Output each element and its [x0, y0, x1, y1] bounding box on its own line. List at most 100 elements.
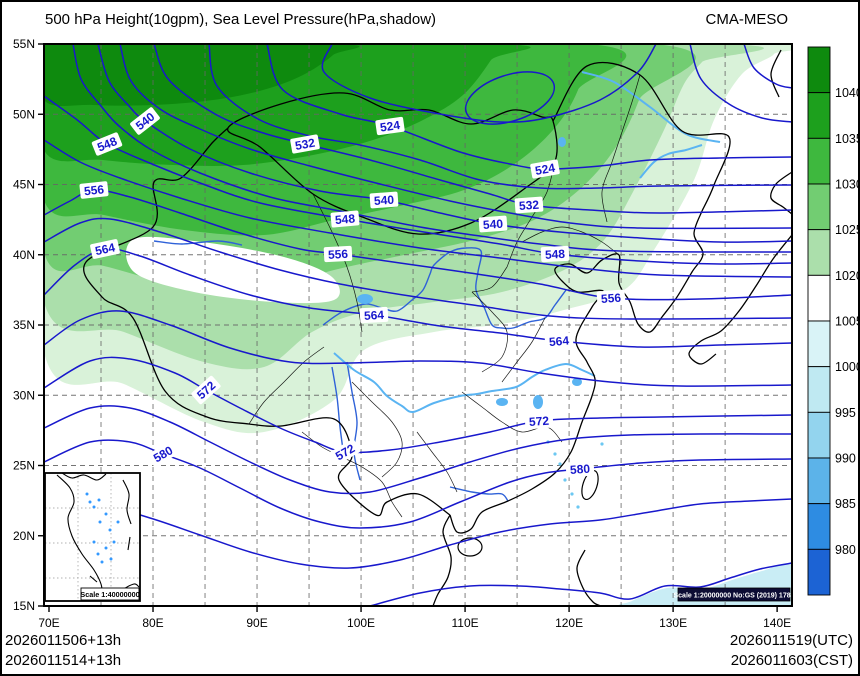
contour-label-box	[147, 441, 179, 467]
lake	[558, 137, 566, 147]
valid-time-cst: 2026011603(CST)	[730, 652, 853, 669]
inset-island-dot	[109, 557, 113, 561]
contour-label-text: 564	[364, 308, 385, 323]
sea-speckle	[553, 452, 557, 456]
valid-time-utc: 2026011519(UTC)	[729, 632, 853, 649]
contour-label-box	[330, 210, 360, 228]
contour-label: 564	[359, 306, 389, 324]
closed-low-contour	[464, 71, 556, 125]
contour-label: 548	[91, 132, 123, 156]
sea-speckle	[558, 462, 562, 466]
init-times: 2026011506+13h 2026011514+13h	[5, 631, 121, 671]
contour-label: 540	[478, 215, 508, 233]
sea-speckle	[563, 478, 567, 482]
lon-tick-label: 130E	[659, 616, 687, 630]
contour-label-box	[544, 332, 574, 350]
lake	[357, 294, 373, 304]
river	[346, 361, 361, 481]
height-contour-536	[119, 44, 792, 230]
height-contour-520	[321, 44, 657, 123]
axes: 70E 80E 90E 100E 110E 120E 130E 140E 55N 50N 45N 40…	[13, 37, 791, 630]
chart-title: 500 hPa Height(10gpm), Sea Level Pressur…	[45, 11, 437, 28]
height-contour-516	[743, 44, 792, 89]
contour-label: 556	[596, 289, 626, 307]
inset-coastline	[61, 473, 107, 481]
inset-scale-box	[80, 587, 140, 601]
contour-label-box	[323, 245, 353, 263]
map-body: 5245245325325405405405485485485565565565…	[44, 44, 792, 606]
colorbar-tick-label: 1025	[835, 223, 860, 237]
contour-label: 532	[290, 134, 320, 154]
height-contour-568	[44, 310, 792, 387]
coast-border-line	[83, 127, 451, 517]
inset-island-dot	[88, 500, 92, 504]
lat-tick-label: 40N	[13, 248, 35, 262]
contour-label-box	[596, 289, 626, 307]
height-contour-576	[44, 405, 792, 495]
river	[153, 240, 243, 246]
colorbar-segment	[807, 137, 831, 185]
colorbar-segment	[807, 320, 831, 368]
height-contour-528	[208, 44, 792, 190]
river	[331, 366, 345, 458]
contour-label: 580	[565, 460, 595, 478]
height-contour-540	[97, 44, 792, 243]
contour-label-text: 548	[334, 211, 355, 227]
lat-tick-label: 20N	[13, 529, 35, 543]
coast-border-line	[770, 171, 792, 215]
map-scale-text: Scale 1:20000000 No:GS (2019) 1786	[673, 593, 794, 600]
coast-border-line	[688, 234, 792, 365]
contour-label-box	[565, 460, 595, 478]
contour-labels: 5245245325325405405405485485485565565565…	[79, 107, 626, 478]
contour-label-text: 532	[294, 136, 316, 153]
contour-label: 556	[323, 245, 353, 263]
colorbar-segment	[807, 548, 831, 596]
contour-label: 572	[524, 412, 554, 430]
province-border-line	[301, 431, 403, 518]
colorbar-tick-label: 1035	[835, 132, 860, 146]
colorbar-tick-label: 1000	[835, 360, 860, 374]
colorbar-segment	[807, 457, 831, 505]
inset-island-dot	[104, 546, 108, 550]
valid-times: 2026011519(UTC) 2026011603(CST)	[730, 631, 853, 671]
lon-tick-label: 110E	[451, 616, 478, 630]
colorbar: 1040 1035 1030 1025 1020 1005 1000 995 990 985 980	[807, 46, 860, 596]
lon-tick-label: 80E	[142, 616, 163, 630]
lake	[572, 378, 582, 386]
colorbar-segment	[807, 366, 831, 413]
colorbar-tick-label: 990	[835, 452, 856, 466]
colorbar-tick-label: 1005	[835, 315, 860, 329]
province-border-line	[471, 291, 508, 373]
colorbar-tick-label: 1030	[835, 178, 860, 192]
river	[581, 71, 721, 143]
lat-tick-label: 25N	[13, 459, 35, 473]
contour-label: 524	[530, 159, 560, 179]
coast-border-line	[770, 49, 782, 98]
sea-speckle	[576, 505, 580, 509]
contour-label: 524	[375, 116, 405, 136]
colorbar-segment	[807, 274, 831, 322]
river	[449, 486, 509, 502]
province-border-line	[501, 317, 546, 383]
height-contour-548	[44, 95, 792, 265]
lat-tick-label: 45N	[13, 178, 35, 192]
sea-speckle	[570, 492, 574, 496]
lon-tick-label: 100E	[347, 616, 375, 630]
province-border-line	[248, 346, 325, 425]
inset-island-dot	[85, 492, 89, 496]
contour-label-box	[375, 116, 405, 136]
lon-tick-label: 120E	[555, 616, 583, 630]
province-border-line	[312, 193, 363, 333]
rivers	[153, 71, 721, 509]
contour-label: 540	[369, 191, 399, 209]
contour-label-text: 556	[83, 182, 105, 198]
colorbar-tick-label: 980	[835, 543, 856, 557]
contour-label-text: 548	[545, 247, 566, 262]
contour-label-box	[130, 107, 160, 135]
height-contour-532	[153, 44, 792, 214]
contour-label-box	[514, 196, 544, 214]
contour-label: 548	[330, 210, 360, 228]
height-contour-560	[44, 217, 792, 320]
contour-label-text: 572	[529, 414, 550, 429]
